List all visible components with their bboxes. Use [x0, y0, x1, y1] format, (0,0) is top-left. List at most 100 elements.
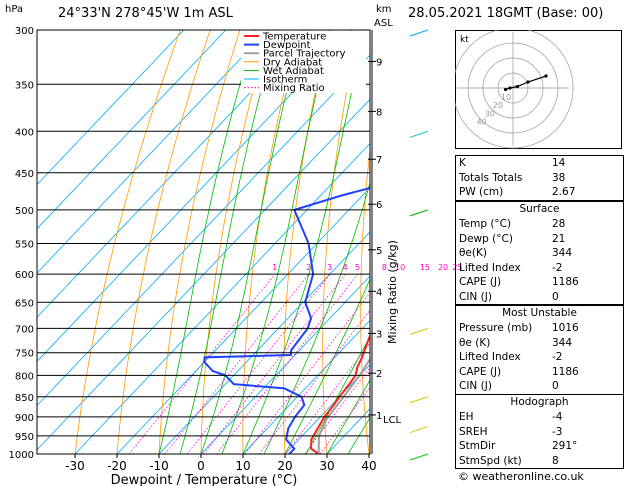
x-tick-label: -20: [107, 459, 127, 473]
surface-box: Surface Temp (°C) 28 Dewp (°C) 21 θe(K) 344…: [455, 201, 624, 305]
wind-barb: [409, 327, 429, 335]
pressure-tick-label: 300: [15, 26, 34, 37]
mixing-ratio-line: [164, 273, 310, 454]
hodo-row: StmSpd (kt) 8: [459, 454, 559, 467]
isotherm-line: [37, 30, 269, 274]
pressure-tick-label: 750: [15, 349, 34, 360]
dry-adiabat-line: [200, 30, 270, 454]
x-tick-label: -10: [149, 459, 169, 473]
wind-barb: [409, 29, 429, 37]
legend-entry: Dry Adiabat: [263, 57, 322, 68]
hodo-row: EH -4: [459, 411, 563, 423]
wind-barb: [409, 130, 429, 138]
isotherm-line: [74, 142, 370, 454]
mixing-ratio-line: [203, 273, 346, 454]
lcl-label: LCL: [383, 415, 402, 426]
pressure-tick-label: 350: [15, 80, 34, 91]
dry-adiabat-line: [158, 30, 241, 454]
isotherm-line: [284, 363, 370, 454]
height-tick-label: 9: [376, 57, 382, 68]
x-tick-label: 30: [319, 459, 334, 473]
hodograph-ring-label: 20: [493, 101, 503, 110]
mixing-ratio-label: 10: [395, 263, 405, 272]
index-row: PW (cm) 2.67: [459, 186, 576, 198]
pressure-tick-label: 550: [15, 239, 34, 250]
mixing-ratio-label: 25: [452, 263, 462, 272]
isotherm-line: [116, 187, 370, 454]
isotherm-line: [37, 30, 185, 186]
pressure-tick-label: 850: [15, 393, 34, 404]
pressure-tick-label: 500: [15, 206, 34, 217]
wind-barb: [409, 426, 429, 434]
mixing-ratio-line: [216, 273, 359, 454]
surface-row: CIN (J) 0: [459, 290, 559, 303]
hodograph-ring-label: 30: [485, 109, 495, 118]
pressure-tick-label: 950: [15, 432, 34, 443]
x-tick-label: 10: [235, 459, 250, 473]
height-tick-label: 7: [376, 155, 382, 166]
mu-row: θe (K) 344: [459, 336, 573, 349]
pressure-tick-label: 700: [15, 324, 34, 335]
mixing-ratio-line: [244, 292, 370, 454]
mu-row: Pressure (mb) 1016: [459, 322, 579, 334]
mixing-ratio-line: [186, 273, 331, 454]
height-tick-label: 5: [376, 246, 382, 257]
pressure-tick-label: 600: [15, 270, 34, 281]
legend-entry: Dewpoint: [263, 40, 311, 51]
legend-box: [241, 31, 366, 93]
hodograph-point: [526, 80, 530, 84]
height-tick-label: 1: [376, 411, 382, 422]
height-tick-label: 2: [376, 369, 382, 380]
wind-barb: [409, 209, 429, 217]
x-axis-label: Dewpoint / Temperature (°C): [111, 473, 298, 486]
pressure-tick-label: 650: [15, 298, 34, 309]
mixing-ratio-label: 20: [438, 263, 448, 272]
legend-entry: Isotherm: [263, 75, 307, 86]
pressure-tick-label: 900: [15, 413, 34, 424]
mixing-ratio-label: 1: [272, 263, 277, 272]
legend-entry: Temperature: [262, 32, 326, 43]
hodo-row: StmDir 291°: [459, 440, 578, 452]
legend-entry: Mixing Ratio: [263, 83, 325, 94]
dry-adiabat-line: [74, 30, 181, 454]
plot-border: [36, 29, 371, 455]
dry-adiabat-line: [397, 30, 418, 454]
dry-adiabat-line: [433, 30, 453, 454]
mu-row: CIN (J) 0: [459, 380, 559, 392]
hodograph-ring-label: 40: [477, 117, 487, 126]
pressure-tick-label: 400: [15, 127, 34, 138]
hodograph-stats-box: Hodograph EH -4 SREH -3 StmDir 291° StmSpd …: [455, 394, 624, 469]
wind-barb: [409, 453, 429, 461]
x-tick-label: 20: [277, 459, 292, 473]
wind-barb: [409, 396, 429, 404]
mixing-ratio-label: 3: [327, 263, 332, 272]
pressure-tick-label: 1000: [9, 450, 34, 461]
hodograph-point: [515, 84, 520, 89]
hodograph-ring-label: 10: [501, 93, 511, 102]
hodograph-unit-label: kt: [460, 35, 469, 45]
most-unstable-title: Most Unstable: [502, 307, 577, 319]
mixing-ratio-label: 2: [306, 263, 311, 272]
legend-entry: Wet Adiabat: [263, 66, 324, 77]
index-row: Totals Totals 38: [459, 171, 566, 184]
hodograph-ring: [455, 30, 574, 149]
isotherm-line: [37, 30, 311, 318]
hodograph-frame: [455, 30, 622, 149]
mixing-ratio-axis-label: Mixing Ratio (g/kg): [386, 240, 399, 344]
most-unstable-box: Most Unstable Pressure (mb) 1016 θe (K) 34…: [455, 305, 624, 395]
dewpoint-line: [203, 186, 370, 454]
mu-row: Lifted Index -2: [459, 351, 563, 363]
surface-row: Lifted Index -2: [459, 261, 563, 274]
isotherm-line: [37, 98, 370, 451]
height-tick-label: 6: [376, 200, 382, 211]
parcel-trajectory-line: [317, 357, 370, 454]
mu-row: CAPE (J) 1186: [459, 365, 579, 378]
temperature-line: [310, 332, 370, 454]
surface-row: Dewp (°C) 21: [459, 232, 566, 245]
mixing-ratio-label: 5: [355, 263, 360, 272]
mixing-ratio-label: 15: [420, 263, 430, 272]
surface-row: θe(K) 344: [459, 247, 573, 259]
hpa-label: hPa: [5, 4, 24, 15]
